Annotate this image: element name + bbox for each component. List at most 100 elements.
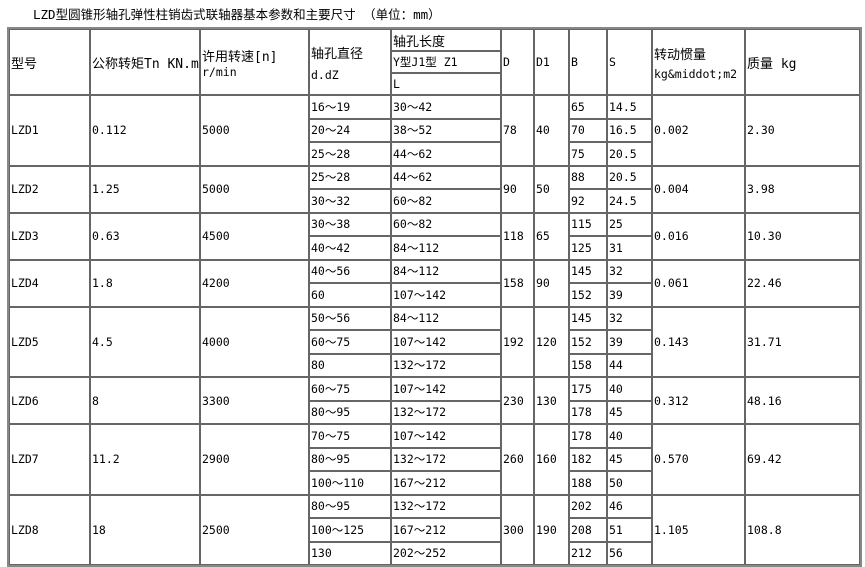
B-cell: 188 xyxy=(569,471,607,495)
table-row: LZD1 0.112 5000 16～19 30～42 78 40 65 14.5 0.002 2.… xyxy=(9,95,860,166)
D1-cell: 90 xyxy=(534,259,569,307)
bore-diameter-cell: 16～19 xyxy=(309,95,391,119)
bore-length-cell: 44～62 xyxy=(391,165,501,189)
mass-cell: 31.71 xyxy=(745,306,860,377)
S-cell: 45 xyxy=(607,447,652,471)
bore-length-cell: 60～82 xyxy=(391,212,501,236)
model-cell: LZD3 xyxy=(9,212,90,260)
bore-diameter-cell: 70～75 xyxy=(309,424,391,448)
bore-length-cell: 44～62 xyxy=(391,142,501,166)
mass-cell: 10.30 xyxy=(745,212,860,260)
bore-length-cell: 107～142 xyxy=(391,424,501,448)
bore-length-cell: 107～142 xyxy=(391,330,501,354)
bore-length-cell: 132～172 xyxy=(391,494,501,518)
header-D1: D1 xyxy=(534,29,569,95)
model-cell: LZD7 xyxy=(9,424,90,495)
B-cell: 70 xyxy=(569,118,607,142)
model-cell: LZD8 xyxy=(9,494,90,565)
speed-cell: 2900 xyxy=(200,424,309,495)
bore-length-cell: 132～172 xyxy=(391,353,501,377)
header-row: L xyxy=(9,73,860,95)
bore-diameter-cell: 100～110 xyxy=(309,471,391,495)
table-row: 80～95 132～172 182 45 xyxy=(9,447,860,471)
bore-diameter-cell: 80～95 xyxy=(309,400,391,424)
S-cell: 45 xyxy=(607,400,652,424)
table-row: 20～24 38～52 70 16.5 xyxy=(9,118,860,142)
table-row: 100～125 167～212 208 51 xyxy=(9,518,860,542)
bore-length-cell: 167～212 xyxy=(391,518,501,542)
table-row: LZD7 11.2 2900 70～75 107～142 260 160 178 40 0.570… xyxy=(9,424,860,495)
S-cell: 39 xyxy=(607,330,652,354)
header-bore: 轴孔直径 d.dZ xyxy=(309,29,391,95)
B-cell: 202 xyxy=(569,494,607,518)
mass-cell: 2.30 xyxy=(745,95,860,166)
header-bore-label: 轴孔直径 xyxy=(311,46,364,62)
model-cell: LZD4 xyxy=(9,259,90,307)
table-row: LZD6 8 3300 60～75 107～142 230 130 175 40 0.312 48.… xyxy=(9,377,860,424)
torque-cell: 1.8 xyxy=(90,259,200,307)
S-cell: 40 xyxy=(607,424,652,448)
bore-length-cell: 84～112 xyxy=(391,259,501,283)
S-cell: 20.5 xyxy=(607,165,652,189)
header-speed-label: 许用转速[n] xyxy=(202,49,278,65)
D-cell: 300 xyxy=(501,494,534,565)
B-cell: 92 xyxy=(569,189,607,213)
S-cell: 31 xyxy=(607,236,652,260)
B-cell: 75 xyxy=(569,142,607,166)
inertia-cell: 0.570 xyxy=(652,424,745,495)
bore-diameter-cell: 30～32 xyxy=(309,189,391,213)
header-length: 轴孔长度 xyxy=(391,29,501,51)
S-cell: 46 xyxy=(607,494,652,518)
table-row: LZD8 18 2500 80～95 132～172 300 190 202 46 1.105 10… xyxy=(9,494,860,565)
table-row: 40～42 84～112 125 31 xyxy=(9,236,860,260)
D1-cell: 120 xyxy=(534,306,569,377)
S-cell: 25 xyxy=(607,212,652,236)
table-row: LZD4 1.8 4200 40～56 84～112 158 90 145 32 0.061 22.… xyxy=(9,259,860,307)
bore-diameter-cell: 80～95 xyxy=(309,447,391,471)
torque-cell: 1.25 xyxy=(90,165,200,213)
B-cell: 208 xyxy=(569,518,607,542)
header-inertia: 转动惯量 kg&middot;m2 xyxy=(652,29,745,95)
speed-cell: 4200 xyxy=(200,259,309,307)
header-D: D xyxy=(501,29,534,95)
B-cell: 152 xyxy=(569,283,607,307)
D1-cell: 40 xyxy=(534,95,569,166)
bore-diameter-cell: 30～38 xyxy=(309,212,391,236)
table-row: 100～110 167～212 188 50 xyxy=(9,471,860,495)
torque-cell: 0.112 xyxy=(90,95,200,166)
S-cell: 32 xyxy=(607,259,652,283)
bore-length-cell: 202～252 xyxy=(391,541,501,565)
table-row: LZD3 0.63 4500 30～38 60～82 118 65 115 25 0.016 10.… xyxy=(9,212,860,260)
model-cell: LZD5 xyxy=(9,306,90,377)
B-cell: 175 xyxy=(569,377,607,401)
coupling-spec-table: 型号 公称转矩Tn KN.m 许用转速[n] r/min 轴孔直径 d.dZ 轴孔长… xyxy=(7,27,862,567)
bore-diameter-cell: 20～24 xyxy=(309,118,391,142)
S-cell: 51 xyxy=(607,518,652,542)
header-model: 型号 xyxy=(9,29,90,95)
torque-cell: 4.5 xyxy=(90,306,200,377)
table-row: 80～95 132～172 178 45 xyxy=(9,400,860,424)
D1-cell: 160 xyxy=(534,424,569,495)
model-cell: LZD1 xyxy=(9,95,90,166)
mass-cell: 108.8 xyxy=(745,494,860,565)
bore-length-cell: 38～52 xyxy=(391,118,501,142)
inertia-cell: 1.105 xyxy=(652,494,745,565)
speed-cell: 5000 xyxy=(200,165,309,213)
B-cell: 65 xyxy=(569,95,607,119)
torque-cell: 0.63 xyxy=(90,212,200,260)
header-speed-unit: r/min xyxy=(202,64,237,79)
D1-cell: 65 xyxy=(534,212,569,260)
bore-diameter-cell: 80 xyxy=(309,353,391,377)
S-cell: 39 xyxy=(607,283,652,307)
S-cell: 40 xyxy=(607,377,652,401)
B-cell: 125 xyxy=(569,236,607,260)
speed-cell: 4000 xyxy=(200,306,309,377)
bore-diameter-cell: 60～75 xyxy=(309,377,391,401)
header-length-types: Y型J1型 Z1 xyxy=(391,51,501,73)
table-row: LZD2 1.25 5000 25～28 44～62 90 50 88 20.5 0.004 3.9… xyxy=(9,165,860,213)
header-B: B xyxy=(569,29,607,95)
header-inertia-unit: kg&middot;m2 xyxy=(654,66,738,81)
B-cell: 145 xyxy=(569,259,607,283)
header-speed: 许用转速[n] r/min xyxy=(200,29,309,95)
bore-diameter-cell: 40～56 xyxy=(309,259,391,283)
